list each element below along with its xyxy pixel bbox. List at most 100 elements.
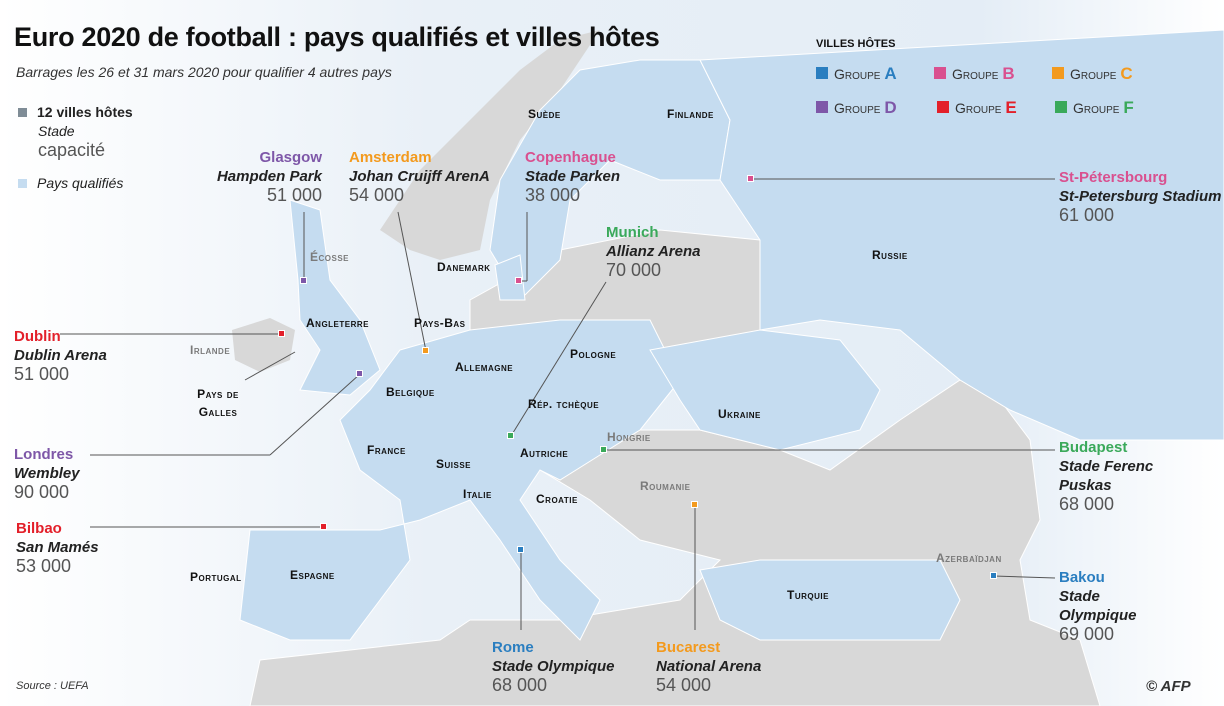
city-marker xyxy=(422,347,429,354)
country-label: Roumanie xyxy=(640,479,691,493)
stadium-capacity: 61 000 xyxy=(1059,205,1115,225)
city-marker xyxy=(356,370,363,377)
qualified-square-icon xyxy=(18,179,27,188)
country-label: Suède xyxy=(528,107,561,121)
group-legend-d: Groupe D xyxy=(816,98,897,118)
country-label: Écosse xyxy=(310,250,350,264)
city-label-3: Munich Allianz Arena 70 000 xyxy=(606,223,700,280)
stadium-capacity: 38 000 xyxy=(525,185,581,205)
city-name: Munich xyxy=(606,224,659,241)
city-label-10: Rome Stade Olympique 68 000 xyxy=(492,638,615,695)
stadium-name: Stade Olympique xyxy=(1059,588,1137,624)
city-marker xyxy=(515,277,522,284)
country-label: Azerbaïdjan xyxy=(936,551,1002,565)
city-marker xyxy=(691,501,698,508)
country-label: Finlande xyxy=(667,107,714,121)
city-name: Rome xyxy=(492,639,534,656)
city-label-1: Amsterdam Johan Cruijff ArenA 54 000 xyxy=(349,148,490,205)
group-label: Groupe xyxy=(1073,100,1120,116)
stadium-capacity: 51 000 xyxy=(266,185,322,205)
stadium-name: Hampden Park xyxy=(216,168,322,185)
group-color-icon xyxy=(816,101,828,113)
legend-stadium-label: Stade xyxy=(38,123,75,139)
stadium-capacity: 53 000 xyxy=(16,556,72,576)
country-label: Pays-Bas xyxy=(414,316,466,330)
stadium-name: San Mamés xyxy=(16,539,99,556)
city-marker xyxy=(747,175,754,182)
country-shape-turquie xyxy=(699,559,961,641)
group-legend-a: Groupe A xyxy=(816,64,897,84)
land-scandinavia-west xyxy=(380,30,600,260)
stadium-name: Johan Cruijff ArenA xyxy=(349,168,490,185)
city-label-2: Copenhague Stade Parken 38 000 xyxy=(525,148,620,205)
country-label: Italie xyxy=(463,487,492,501)
qualified-countries xyxy=(239,29,1224,641)
country-label: Turquie xyxy=(787,588,829,602)
city-marker xyxy=(320,523,327,530)
country-label: Angleterre xyxy=(306,316,370,330)
page-title: Euro 2020 de football : pays qualifiés e… xyxy=(14,22,660,52)
country-label: Belgique xyxy=(386,385,435,399)
group-letter: F xyxy=(1123,98,1134,117)
city-name: Copenhague xyxy=(525,149,616,166)
country-label: Croatie xyxy=(536,492,578,506)
subtitle: Barrages les 26 et 31 mars 2020 pour qua… xyxy=(16,64,392,80)
stadium-capacity: 54 000 xyxy=(349,185,405,205)
group-color-icon xyxy=(934,67,946,79)
city-marker xyxy=(278,330,285,337)
city-label-11: Bucarest National Arena 54 000 xyxy=(656,638,761,695)
city-name: Bilbao xyxy=(16,520,62,537)
groups-legend-title: villes hôtes xyxy=(816,38,896,50)
country-label: Pologne xyxy=(570,347,617,361)
city-label-5: Dublin Dublin Arena 51 000 xyxy=(14,327,107,384)
city-marker xyxy=(600,446,607,453)
group-letter: A xyxy=(884,64,897,83)
city-name: Bucarest xyxy=(656,639,721,656)
group-label: Groupe xyxy=(1070,66,1117,82)
stadium-capacity: 68 000 xyxy=(1059,494,1115,514)
city-name: Glasgow xyxy=(259,149,322,166)
group-color-icon xyxy=(1055,101,1067,113)
city-name: Amsterdam xyxy=(349,149,432,166)
country-shape-russie xyxy=(699,29,1224,441)
country-label: Allemagne xyxy=(455,360,514,374)
leader-lines xyxy=(60,178,1056,630)
country-label: Hongrie xyxy=(607,430,651,444)
group-legend-f: Groupe F xyxy=(1055,98,1134,118)
group-label: Groupe xyxy=(952,66,999,82)
stadium-name: Wembley xyxy=(14,465,80,482)
group-label: Groupe xyxy=(834,66,881,82)
stadium-name: National Arena xyxy=(656,658,762,675)
group-letter: B xyxy=(1002,64,1015,83)
legend-qualified-label: Pays qualifiés xyxy=(37,175,124,191)
group-label: Groupe xyxy=(834,100,881,116)
country-label: Russie xyxy=(872,248,908,262)
stadium-capacity: 51 000 xyxy=(14,364,70,384)
country-label: Danemark xyxy=(437,260,491,274)
stadium-name: Dublin Arena xyxy=(14,347,107,364)
country-shape-royaume-uni xyxy=(289,199,381,396)
stadium-capacity: 54 000 xyxy=(656,675,712,695)
stadium-name: Stade Ferenc Puskas xyxy=(1059,458,1154,494)
group-label: Groupe xyxy=(955,100,1002,116)
source: Source : UEFA xyxy=(16,680,89,692)
stadium-name: St-Petersburg Stadium xyxy=(1059,188,1222,205)
country-shape-europe-ouest xyxy=(239,319,681,641)
city-marker xyxy=(990,572,997,579)
country-label: Irlande xyxy=(190,343,231,357)
stadium-name: Stade Olympique xyxy=(492,658,615,675)
country-label: Espagne xyxy=(290,568,335,582)
city-label-6: Londres Wembley 90 000 xyxy=(14,445,80,502)
stadium-name: Stade Parken xyxy=(525,168,621,185)
group-legend-b: Groupe B xyxy=(934,64,1015,84)
afp-logo: © AFP xyxy=(1146,678,1191,695)
city-name: Londres xyxy=(14,446,74,463)
group-color-icon xyxy=(937,101,949,113)
city-label-9: Bakou Stade Olympique 69 000 xyxy=(1059,568,1179,644)
group-letter: E xyxy=(1005,98,1017,117)
country-label: Autriche xyxy=(520,446,569,460)
country-label: Suisse xyxy=(436,457,472,471)
city-marker xyxy=(300,277,307,284)
group-letter: C xyxy=(1120,64,1133,83)
